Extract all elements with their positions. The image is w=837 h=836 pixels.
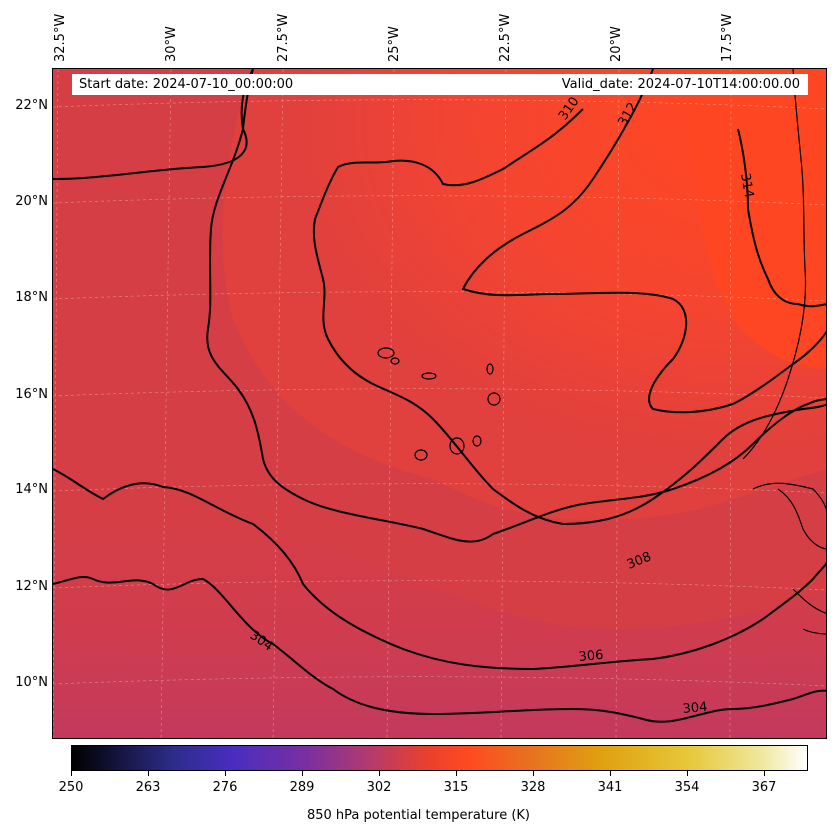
colorbar-title: 850 hPa potential temperature (K): [306, 808, 530, 823]
valid-date-text: Valid_date: 2024-07-10T14:00:00.00: [561, 77, 800, 92]
colorbar-label-289: 289: [289, 780, 315, 795]
contour-label-306: 306: [578, 648, 604, 665]
colorbar-label-315: 315: [443, 780, 469, 795]
contour-312: [461, 69, 826, 414]
start-date-text: Start date: 2024-07-10_00:00:00: [79, 77, 294, 92]
contour-label-314: 314: [737, 172, 756, 199]
colorbar-tick: [533, 771, 534, 776]
lon-label-27-5w: 27.5°W: [276, 13, 291, 62]
colorbar-tick: [764, 771, 765, 776]
lon-label-32-5w: 32.5°W: [53, 13, 68, 62]
colorbar-tick: [302, 771, 303, 776]
colorbar-tick: [71, 771, 72, 776]
colorbar: [71, 745, 808, 771]
contour-306: [53, 468, 826, 671]
lat-label-16n: 16°N: [15, 387, 48, 402]
lat-label-14n: 14°N: [15, 482, 48, 497]
contour-310: [312, 108, 826, 526]
warmest-region: [683, 69, 826, 369]
colorbar-tick: [379, 771, 380, 776]
lon-label-22-5w: 22.5°W: [498, 13, 513, 62]
cool-region: [53, 469, 826, 738]
colorbar-label-354: 354: [674, 780, 700, 795]
map-canvas: 310 312 314 308 306 304 304: [53, 69, 826, 738]
lon-label-30w: 30°W: [164, 26, 179, 62]
lat-label-18n: 18°N: [15, 290, 48, 305]
colorbar-label-250: 250: [58, 780, 84, 795]
lon-label-20w: 20°W: [609, 26, 624, 62]
lon-label-17-5w: 17.5°W: [720, 13, 735, 62]
date-header: Start date: 2024-07-10_00:00:00 Valid_da…: [72, 74, 808, 95]
colorbar-label-328: 328: [520, 780, 546, 795]
colorbar-label-263: 263: [135, 780, 161, 795]
contour-308: [53, 69, 826, 543]
contour-304-south: [53, 575, 826, 723]
lat-label-22n: 22°N: [15, 98, 48, 113]
colorbar-label-367: 367: [751, 780, 777, 795]
colorbar-tick: [687, 771, 688, 776]
contours: [53, 69, 826, 723]
lat-label-12n: 12°N: [15, 579, 48, 594]
colorbar-tick: [225, 771, 226, 776]
contour-label-304-east: 304: [682, 700, 708, 717]
lat-label-10n: 10°N: [15, 675, 48, 690]
lon-label-25w: 25°W: [387, 26, 402, 62]
map-panel: 310 312 314 308 306 304 304: [52, 68, 827, 739]
colorbar-label-302: 302: [366, 780, 392, 795]
colorbar-tick: [148, 771, 149, 776]
contour-314: [737, 128, 826, 308]
colorbar-label-276: 276: [212, 780, 238, 795]
colorbar-label-341: 341: [597, 780, 623, 795]
lat-label-20n: 20°N: [15, 194, 48, 209]
coastlines: [377, 69, 826, 635]
colorbar-tick: [610, 771, 611, 776]
colorbar-tick: [456, 771, 457, 776]
